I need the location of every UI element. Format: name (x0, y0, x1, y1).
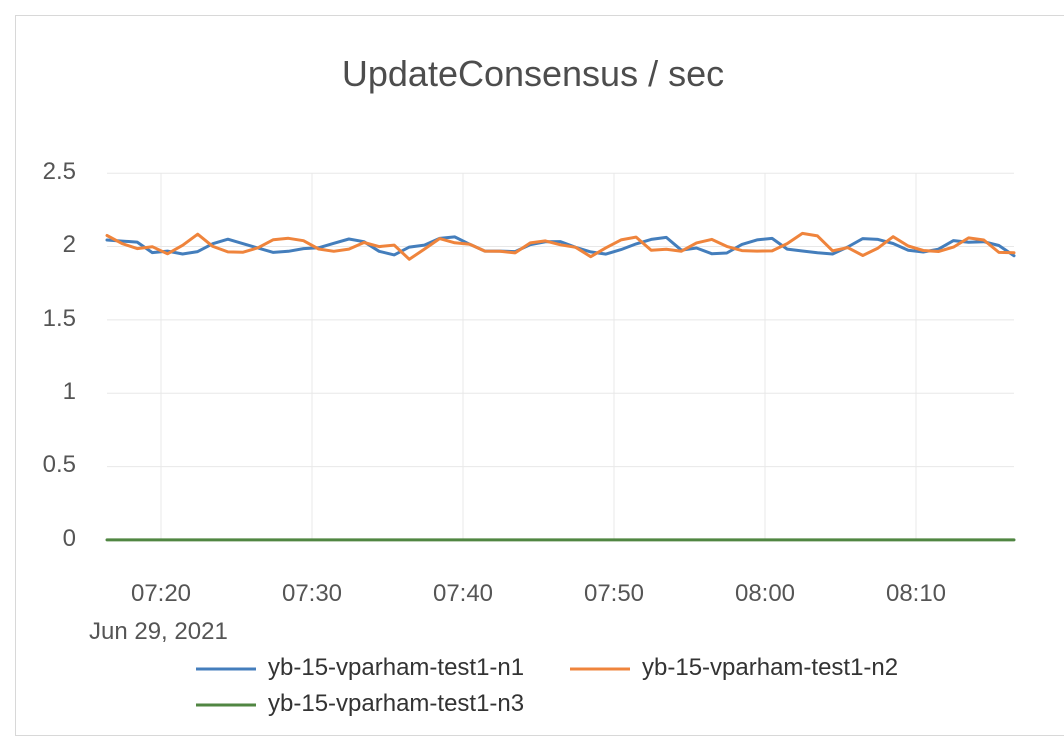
svg-text:07:50: 07:50 (584, 580, 644, 607)
svg-text:08:10: 08:10 (886, 580, 946, 607)
svg-text:07:30: 07:30 (282, 580, 342, 607)
svg-text:1.5: 1.5 (43, 305, 76, 332)
svg-text:yb-15-vparham-test1-n2: yb-15-vparham-test1-n2 (642, 654, 898, 681)
svg-text:07:20: 07:20 (131, 580, 191, 607)
svg-text:0.5: 0.5 (43, 451, 76, 478)
svg-text:yb-15-vparham-test1-n3: yb-15-vparham-test1-n3 (268, 690, 524, 717)
svg-text:08:00: 08:00 (735, 580, 795, 607)
svg-text:07:40: 07:40 (433, 580, 493, 607)
svg-text:2.5: 2.5 (43, 158, 76, 185)
svg-text:1: 1 (63, 378, 76, 405)
svg-text:Jun 29, 2021: Jun 29, 2021 (89, 618, 228, 645)
svg-text:0: 0 (63, 525, 76, 552)
svg-text:2: 2 (63, 231, 76, 258)
svg-text:yb-15-vparham-test1-n1: yb-15-vparham-test1-n1 (268, 654, 524, 681)
